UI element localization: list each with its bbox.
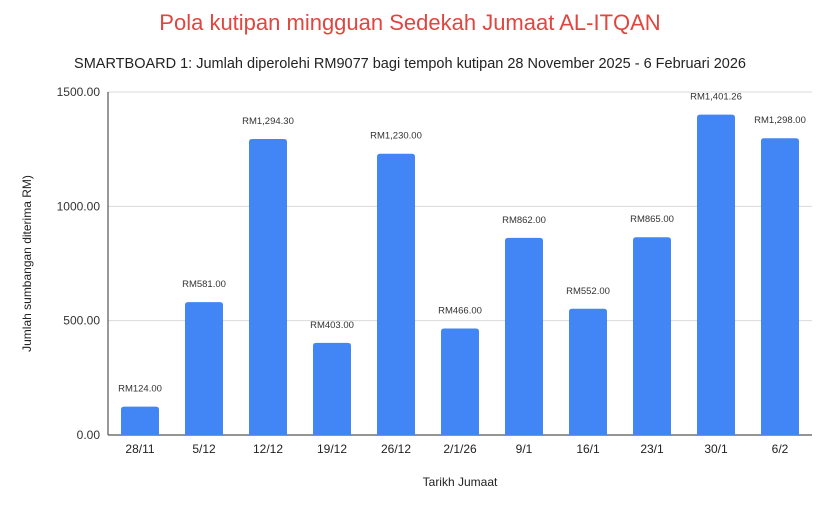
y-tick-label: 500.00 bbox=[63, 314, 100, 328]
y-tick-label: 1000.00 bbox=[57, 199, 101, 213]
bar bbox=[697, 114, 735, 435]
data-label: RM1,230.00 bbox=[370, 131, 422, 142]
data-label: RM124.00 bbox=[118, 384, 162, 395]
data-label: RM1,401.26 bbox=[690, 92, 742, 103]
x-tick-label: 23/1 bbox=[640, 442, 664, 456]
bar bbox=[505, 237, 543, 435]
x-tick-label: 16/1 bbox=[576, 442, 600, 456]
x-tick-label: 12/12 bbox=[253, 442, 283, 456]
x-tick-label: 2/1/26 bbox=[443, 442, 477, 456]
y-tick-label: 1500.00 bbox=[57, 85, 101, 99]
x-tick-label: 5/12 bbox=[192, 442, 216, 456]
x-tick-label: 30/1 bbox=[704, 442, 728, 456]
x-tick-label: 6/2 bbox=[772, 442, 789, 456]
chart-subtitle: SMARTBOARD 1: Jumlah diperolehi RM9077 b… bbox=[74, 56, 746, 72]
data-label: RM403.00 bbox=[310, 320, 354, 331]
bar bbox=[441, 328, 479, 435]
y-axis-title: Jumlah sumbangan diterima RM) bbox=[20, 175, 34, 352]
x-tick-label: 28/11 bbox=[125, 442, 154, 456]
data-label: RM862.00 bbox=[502, 215, 546, 226]
data-label: RM865.00 bbox=[630, 214, 674, 225]
chart-title: Pola kutipan mingguan Sedekah Jumaat AL-… bbox=[159, 10, 661, 35]
bar bbox=[569, 308, 607, 435]
y-tick-label: 0.00 bbox=[77, 428, 101, 442]
data-label: RM1,294.30 bbox=[242, 116, 294, 127]
x-axis-title: Tarikh Jumaat bbox=[423, 475, 498, 489]
data-label: RM1,298.00 bbox=[754, 115, 806, 126]
x-tick-label: 9/1 bbox=[516, 442, 533, 456]
bar bbox=[121, 406, 159, 435]
data-label: RM466.00 bbox=[438, 305, 482, 316]
data-label: RM552.00 bbox=[566, 286, 610, 297]
bar bbox=[377, 153, 415, 436]
bar bbox=[761, 138, 799, 435]
x-tick-label: 26/12 bbox=[381, 442, 411, 456]
bar bbox=[633, 237, 671, 435]
bar bbox=[185, 302, 223, 435]
bar bbox=[313, 342, 351, 435]
data-label: RM581.00 bbox=[182, 279, 226, 290]
bar bbox=[249, 139, 287, 435]
x-tick-label: 19/12 bbox=[317, 442, 347, 456]
